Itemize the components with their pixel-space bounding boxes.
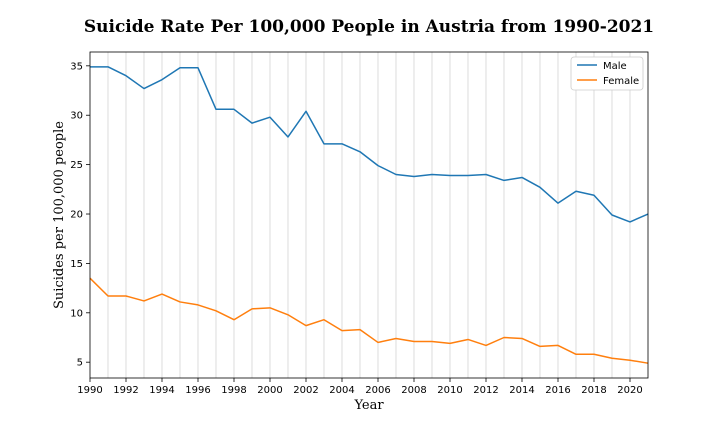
series-line-male (90, 66, 649, 223)
plot-frame (89, 51, 649, 379)
y-tick-label: 35 (70, 61, 83, 72)
legend: Male Female (570, 56, 644, 91)
x-tick-label: 2018 (581, 385, 606, 396)
x-tick-label: 2016 (545, 385, 570, 396)
series-line-female (89, 277, 649, 364)
series-lines (89, 66, 649, 364)
y-axis-label: Suicides per 100,000 people (52, 121, 67, 309)
x-tick-label: 1994 (149, 385, 174, 396)
y-axis-ticks: 5 10 15 20 25 30 35 (70, 61, 90, 369)
grid-lines (107, 52, 631, 378)
x-tick-label: 1992 (113, 385, 138, 396)
y-tick-label: 20 (70, 210, 83, 221)
y-tick-label: 25 (70, 160, 83, 171)
x-tick-label: 1996 (185, 385, 210, 396)
legend-label-male: Male (603, 61, 627, 72)
y-tick-label: 15 (70, 259, 83, 270)
x-tick-label: 1990 (77, 385, 102, 396)
y-tick-label: 30 (70, 111, 83, 122)
x-tick-label: 2012 (473, 385, 498, 396)
x-tick-label: 2008 (401, 385, 426, 396)
legend-label-female: Female (603, 76, 639, 87)
y-tick-label: 5 (77, 358, 83, 369)
x-tick-label: 2000 (257, 385, 282, 396)
x-tick-label: 2006 (365, 385, 390, 396)
x-tick-label: 2014 (509, 385, 534, 396)
x-tick-label: 2004 (329, 385, 354, 396)
x-tick-label: 2010 (437, 385, 462, 396)
x-tick-label: 2020 (617, 385, 642, 396)
y-tick-label: 10 (70, 308, 83, 319)
x-tick-label: 2002 (293, 385, 318, 396)
x-axis-ticks: 1990 1992 1994 1996 1998 2000 2002 2004 2006 2008… (77, 378, 643, 396)
chart-title: Suicide Rate Per 100,000 People in Austr… (84, 17, 654, 37)
x-tick-label: 1998 (221, 385, 246, 396)
x-axis-label: Year (353, 398, 384, 413)
